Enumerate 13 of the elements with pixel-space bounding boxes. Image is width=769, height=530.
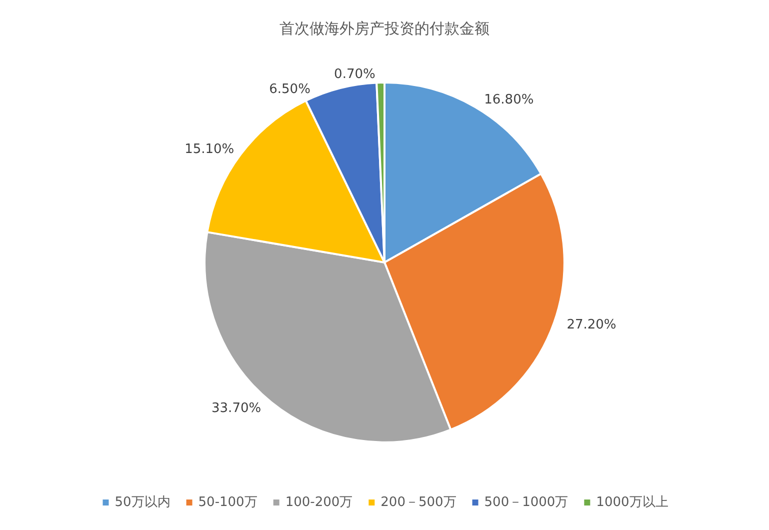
data-label: 6.50% <box>269 82 310 98</box>
legend-label: 50-100万 <box>198 495 258 510</box>
legend-label: 50万以内 <box>114 495 170 510</box>
data-label: 27.20% <box>566 317 616 332</box>
data-label: 33.70% <box>212 400 262 416</box>
data-label: 16.80% <box>484 92 534 108</box>
legend-label: 100-200万 <box>285 495 353 510</box>
data-label: 15.10% <box>184 142 234 158</box>
chart-title: 首次做海外房产投资的付款金额 <box>280 20 490 38</box>
data-label: 0.70% <box>334 67 376 82</box>
legend-label: 200－500万 <box>380 495 456 510</box>
legend-label: 1000万以上 <box>596 495 668 510</box>
legend-label: 500－1000万 <box>484 495 568 510</box>
